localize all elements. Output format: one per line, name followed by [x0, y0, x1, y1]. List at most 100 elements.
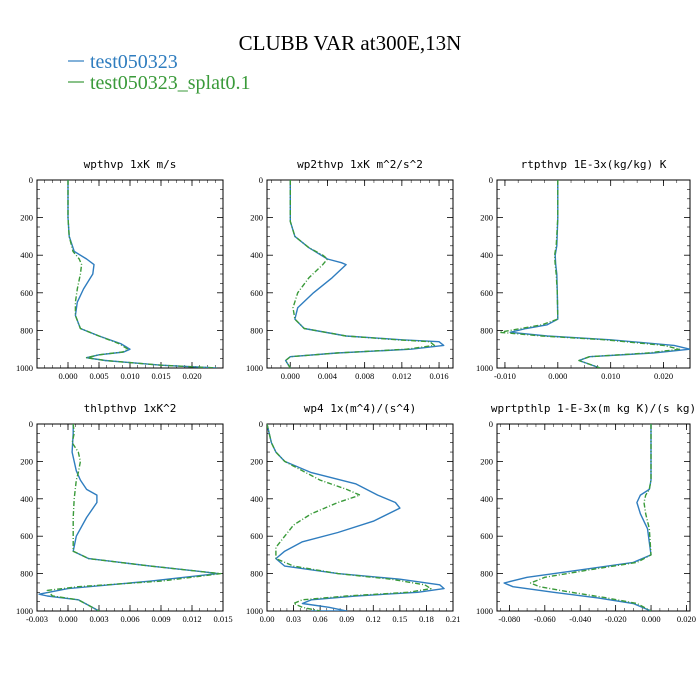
x-tick-label: -0.020: [605, 614, 627, 624]
figure-title: CLUBB VAR at300E,13N: [239, 31, 462, 55]
panel-2: wp2thvp 1xK m^2/s^2 0 200 400 600 800 1000 0.00…: [246, 158, 454, 381]
panel-1: wpthvp 1xK m/s 0 200 400 600 800 1000 0.000 0.00…: [16, 158, 224, 381]
x-tick-label: 0.003: [89, 614, 108, 624]
y-tick-label: 600: [480, 288, 493, 298]
legend: test050323 test050323_splat0.1: [68, 51, 251, 94]
series-line-1: [503, 424, 652, 611]
panel-title: rtpthvp 1E-3x(kg/kg) K: [521, 158, 667, 171]
plot-frame: [496, 179, 691, 369]
y-tick-label: 1000: [16, 606, 33, 616]
y-tick-label: 400: [250, 494, 263, 504]
y-tick-label: 1000: [476, 606, 493, 616]
x-tick-label: 0.06: [313, 614, 328, 624]
series-line-2: [284, 180, 436, 368]
x-tick-label: 0.015: [213, 614, 232, 624]
x-tick-label: 0.00: [260, 614, 275, 624]
panel-6: wprtpthlp 1-E-3x(m kg K)/(s kg) 0 200 400 60…: [476, 402, 696, 624]
y-tick-label: 400: [20, 494, 33, 504]
series-line-1: [67, 180, 217, 368]
x-tick-label: -0.040: [569, 614, 591, 624]
y-tick-label: 400: [250, 250, 263, 260]
x-tick-label: -0.080: [498, 614, 520, 624]
y-tick-label: 200: [20, 213, 33, 223]
y-tick-label: 200: [250, 213, 263, 223]
y-tick-label: 0: [29, 419, 33, 429]
y-tick-label: 600: [480, 531, 493, 541]
y-tick-label: 800: [20, 569, 33, 579]
y-tick-label: 1000: [476, 363, 493, 373]
x-tick-label: 0.008: [355, 371, 374, 381]
panel-4: thlpthvp 1xK^2 0 200 400 600 800 1000-0.003 0.0…: [16, 402, 233, 624]
y-tick-label: 800: [250, 569, 263, 579]
y-tick-label: 0: [259, 419, 263, 429]
panel-title: wpthvp 1xK m/s: [84, 158, 177, 171]
x-tick-label: -0.010: [494, 371, 516, 381]
y-tick-label: 400: [20, 250, 33, 260]
x-tick-label: 0.005: [89, 371, 108, 381]
x-tick-label: 0.15: [392, 614, 407, 624]
series-line-2: [498, 180, 681, 368]
x-tick-label: 0.000: [58, 371, 77, 381]
y-tick-label: 800: [480, 325, 493, 335]
series-line-2: [529, 424, 652, 611]
y-tick-label: 200: [250, 456, 263, 466]
plot-frame: [36, 179, 224, 369]
series-line-1: [509, 180, 690, 368]
y-tick-label: 0: [489, 175, 493, 185]
x-tick-label: 0.21: [446, 614, 461, 624]
x-tick-label: 0.010: [601, 371, 620, 381]
x-tick-label: 0.000: [548, 371, 567, 381]
y-tick-label: 800: [20, 325, 33, 335]
plot-frame: [266, 179, 454, 369]
x-tick-label: 0.009: [151, 614, 170, 624]
x-tick-label: 0.020: [182, 371, 201, 381]
y-tick-label: 800: [250, 325, 263, 335]
x-tick-label: 0.015: [151, 371, 170, 381]
y-tick-label: 0: [259, 175, 263, 185]
x-tick-label: -0.003: [26, 614, 48, 624]
x-tick-label: 0.012: [182, 614, 201, 624]
y-tick-label: 600: [250, 531, 263, 541]
x-tick-label: 0.020: [654, 371, 673, 381]
y-tick-label: 400: [480, 250, 493, 260]
x-tick-label: 0.012: [392, 371, 411, 381]
y-tick-label: 0: [29, 175, 33, 185]
y-tick-label: 800: [480, 569, 493, 579]
x-tick-label: 0.010: [120, 371, 139, 381]
y-tick-label: 200: [480, 456, 493, 466]
x-tick-label: 0.000: [641, 614, 660, 624]
panel-title: wprtpthlp 1-E-3x(m kg K)/(s kg): [491, 402, 696, 415]
x-tick-label: 0.006: [120, 614, 139, 624]
panel-title: wp4 1x(m^4)/(s^4): [304, 402, 417, 415]
legend-label-2: test050323_splat0.1: [90, 72, 251, 94]
y-tick-label: 0: [489, 419, 493, 429]
series-line-2: [46, 424, 222, 611]
y-tick-label: 1000: [16, 363, 33, 373]
x-tick-label: 0.12: [366, 614, 381, 624]
x-tick-label: 0.09: [339, 614, 354, 624]
series-line-1: [284, 180, 445, 368]
series-line-1: [38, 424, 219, 611]
y-tick-label: 600: [20, 531, 33, 541]
series-line-2: [67, 180, 217, 368]
panel-title: wp2thvp 1xK m^2/s^2: [297, 158, 423, 171]
panel-title: thlpthvp 1xK^2: [84, 402, 177, 415]
x-tick-label: 0.000: [58, 614, 77, 624]
y-tick-label: 400: [480, 494, 493, 504]
x-tick-label: 0.18: [419, 614, 434, 624]
x-tick-label: 0.020: [677, 614, 696, 624]
y-tick-label: 1000: [246, 606, 263, 616]
y-tick-label: 200: [480, 213, 493, 223]
y-tick-label: 200: [20, 456, 33, 466]
panel-3: rtpthvp 1E-3x(kg/kg) K 0 200 400 600 800 1000-…: [476, 158, 691, 381]
legend-label-1: test050323: [90, 51, 178, 73]
y-tick-label: 1000: [246, 363, 263, 373]
series-line-1: [267, 424, 445, 611]
x-tick-label: 0.016: [429, 371, 448, 381]
y-tick-label: 600: [20, 288, 33, 298]
x-tick-label: 0.03: [286, 614, 301, 624]
x-tick-label: 0.004: [318, 371, 338, 381]
